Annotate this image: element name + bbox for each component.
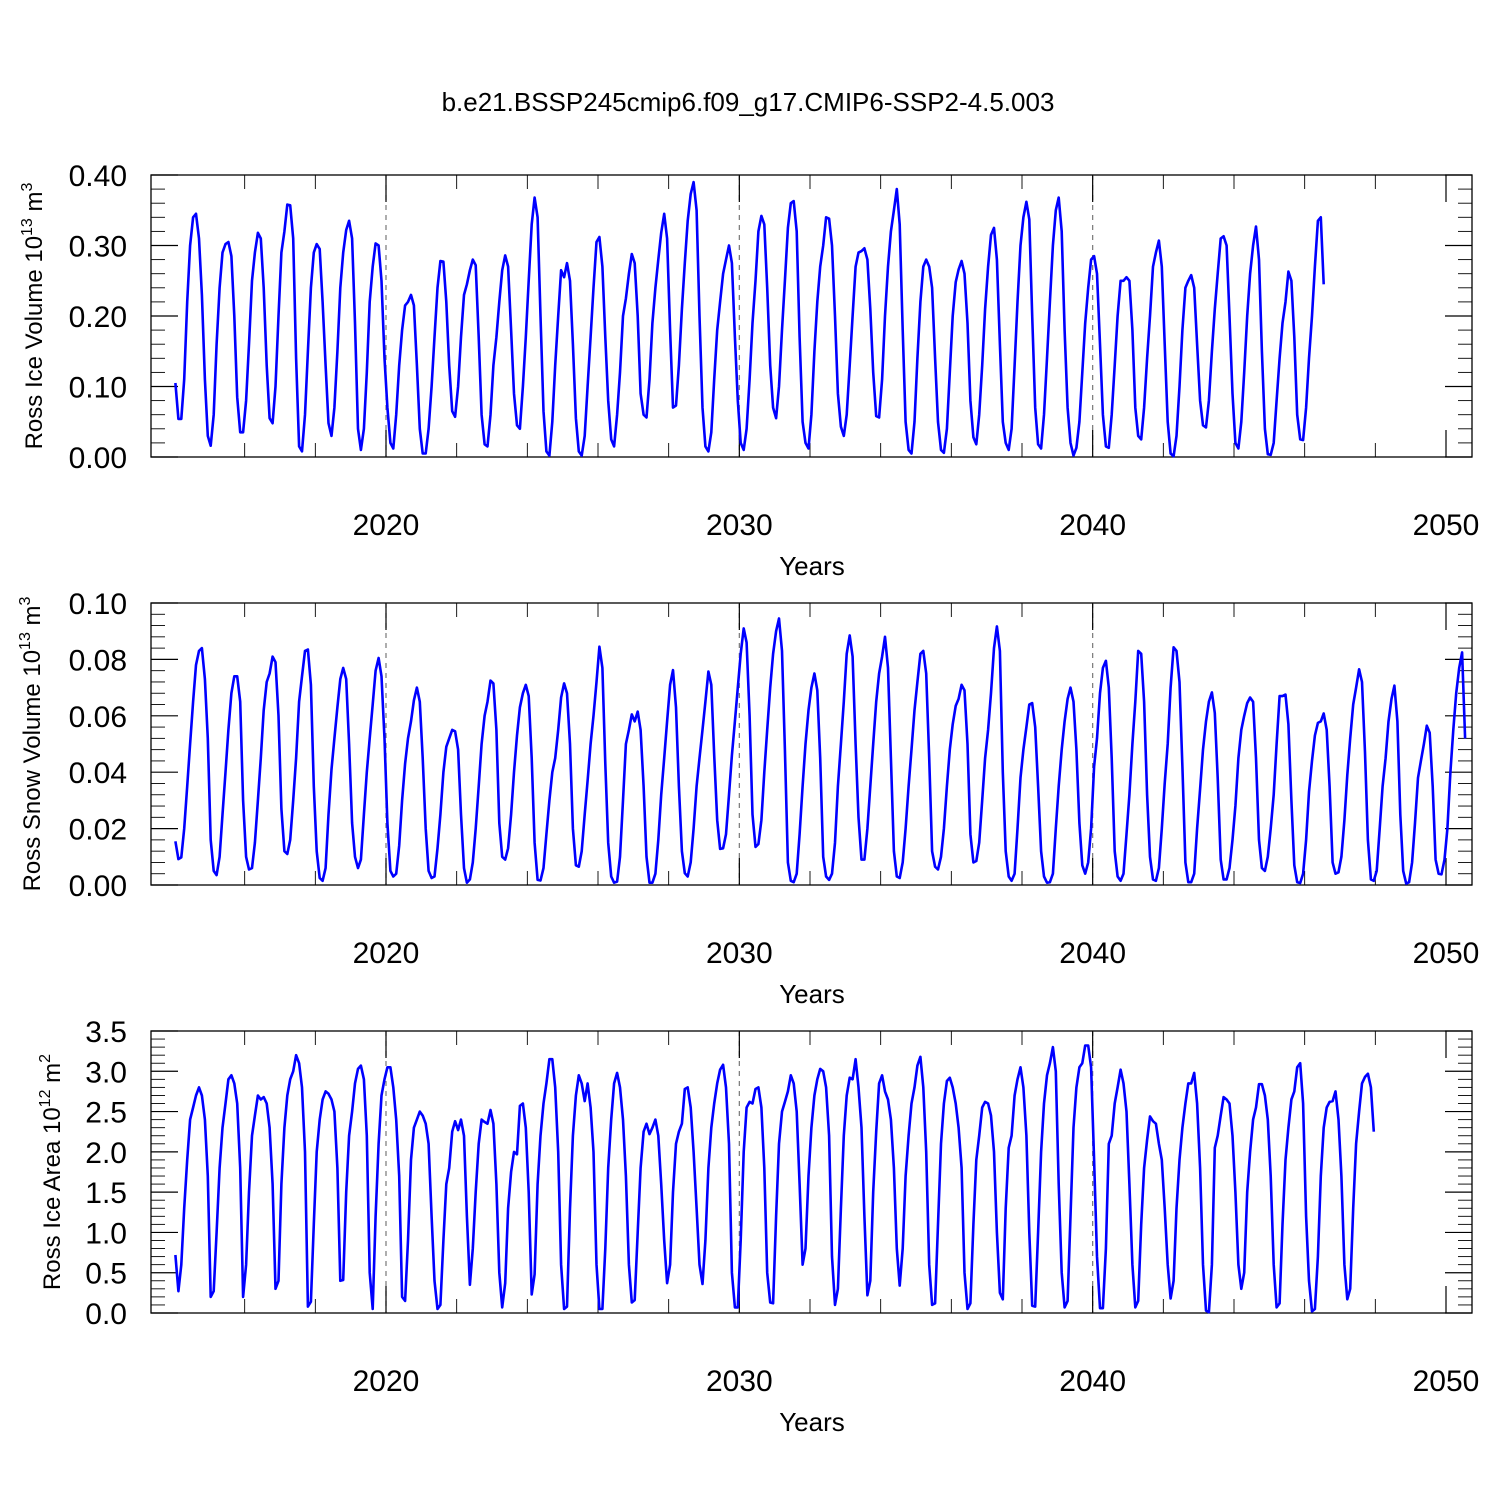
x-tick-label: 2020 [353, 509, 420, 542]
x-tick-label: 2050 [1413, 937, 1480, 970]
plot-frame [150, 1030, 1473, 1314]
panel-ross-ice-area: Ross Ice Area 1012 m2 Years 0.0 0.5 1.0 1.5… [37, 1016, 1479, 1437]
series-line-0 [174, 1044, 1376, 1314]
y-tick-label: 2.0 [85, 1137, 127, 1170]
y-tick-label: 0.08 [69, 644, 127, 677]
y-axis-label: Ross Ice Volume 1013 m3 [19, 182, 48, 449]
y-axis-label-text: Ross Snow Volume 10 [19, 650, 46, 891]
y-axis-label-text: Ross Ice Area 10 [39, 1107, 66, 1290]
y-axis-label: Ross Ice Area 1012 m2 [37, 1054, 66, 1290]
x-axis-label: Years [779, 979, 845, 1009]
y-tick-label: 0.30 [69, 231, 127, 264]
y-tick-label: 0.00 [69, 870, 127, 903]
y-tick-label: 1.5 [85, 1177, 127, 1210]
x-tick-label: 2020 [353, 937, 420, 970]
chart-title: b.e21.BSSP245cmip6.f09_g17.CMIP6-SSP2-4.… [442, 87, 1055, 117]
y-tick-label: 0.00 [69, 442, 127, 475]
y-tick-label: 0.5 [85, 1258, 127, 1291]
y-axis-label-exponent: 13 [17, 632, 34, 650]
x-tick-label: 2040 [1059, 1365, 1126, 1398]
y-tick-label: 1.0 [85, 1217, 127, 1250]
x-tick-label: 2050 [1413, 509, 1480, 542]
y-tick-label: 3.5 [85, 1016, 127, 1049]
panel-ross-snow-volume: Ross Snow Volume 1013 m3 Years 0.00 0.02 0… [17, 588, 1479, 1009]
y-axis-label-text: Ross Ice Volume 10 [21, 236, 48, 449]
y-tick-label: 0.02 [69, 814, 127, 847]
y-tick-label: 3.0 [85, 1056, 127, 1089]
panel-ross-ice-volume: Ross Ice Volume 1013 m3 Years 0.00 0.10 0.… [19, 160, 1479, 581]
y-tick-label: 0.06 [69, 701, 127, 734]
y-axis-label-unit-exponent: 2 [37, 1054, 54, 1063]
y-axis-label: Ross Snow Volume 1013 m3 [17, 596, 46, 891]
series-line-0 [174, 617, 1467, 885]
y-axis-label-unit: m [39, 1063, 66, 1090]
x-tick-label: 2030 [706, 509, 773, 542]
x-tick-label: 2040 [1059, 937, 1126, 970]
y-tick-label: 0.10 [69, 588, 127, 621]
x-tick-label: 2030 [706, 1365, 773, 1398]
y-axis-label-unit: m [19, 605, 46, 632]
series-line-0 [174, 180, 1325, 458]
y-tick-label: 2.5 [85, 1097, 127, 1130]
y-axis-label-unit: m [21, 191, 48, 218]
y-axis-label-unit-exponent: 3 [19, 182, 36, 191]
y-tick-label: 0.40 [69, 160, 127, 193]
y-tick-label: 0.04 [69, 757, 127, 790]
y-tick-label: 0.20 [69, 301, 127, 334]
y-tick-label: 0.0 [85, 1298, 127, 1331]
x-tick-label: 2020 [353, 1365, 420, 1398]
x-tick-label: 2030 [706, 937, 773, 970]
y-axis-label-exponent: 12 [37, 1089, 54, 1107]
x-tick-label: 2040 [1059, 509, 1126, 542]
y-axis-label-exponent: 13 [19, 218, 36, 236]
x-axis-label: Years [779, 551, 845, 581]
y-tick-label: 0.10 [69, 372, 127, 405]
y-axis-label-unit-exponent: 3 [17, 596, 34, 605]
x-tick-label: 2050 [1413, 1365, 1480, 1398]
x-axis-label: Years [779, 1407, 845, 1437]
plot-frame [150, 602, 1473, 886]
